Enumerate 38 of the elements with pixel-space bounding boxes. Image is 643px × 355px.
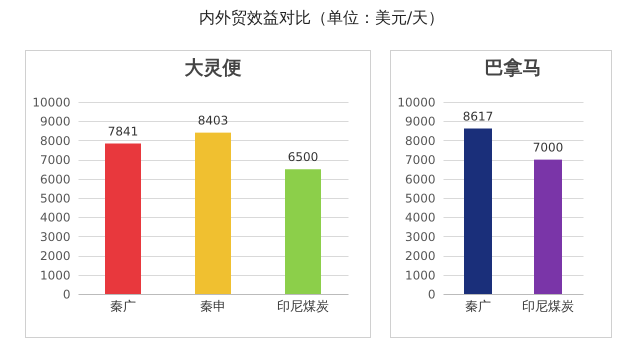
data-label: 7841 — [108, 124, 138, 138]
y-tick-label: 8000 — [40, 134, 70, 148]
y-tick-label: 3000 — [404, 230, 436, 244]
x-tick-label: 印尼煤炭 — [522, 300, 574, 314]
bar — [285, 169, 321, 294]
y-tick-label: 6000 — [404, 172, 436, 186]
y-tick-label: 5000 — [40, 192, 70, 206]
y-tick-label: 1000 — [404, 268, 436, 282]
y-tick-label: 7000 — [404, 153, 436, 168]
data-label: 6500 — [288, 150, 318, 164]
y-tick-label: 0 — [428, 288, 436, 302]
data-label: 8617 — [462, 110, 494, 124]
x-tick-label: 秦广 — [465, 300, 491, 314]
y-tick-label: 0 — [62, 288, 70, 302]
y-tick-label: 3000 — [40, 230, 70, 244]
y-tick-label: 4000 — [40, 210, 70, 225]
bar — [105, 143, 141, 294]
y-tick-label: 1000 — [40, 268, 70, 282]
y-tick-label: 9000 — [40, 114, 70, 129]
text: 内外贸效益对比（单位：美元/天） — [198, 8, 446, 29]
y-tick-label: 2000 — [40, 249, 70, 264]
y-tick-label: 10000 — [32, 96, 70, 110]
y-tick-label: 4000 — [404, 210, 436, 225]
y-tick-label: 7000 — [40, 153, 70, 168]
data-label: 8403 — [198, 114, 228, 128]
x-tick-label: 秦广 — [110, 300, 136, 314]
x-tick-label: 秦申 — [200, 300, 226, 314]
y-tick-label: 6000 — [40, 172, 70, 186]
y-tick-label: 10000 — [397, 96, 436, 110]
x-tick-label: 印尼煤炭 — [277, 300, 329, 314]
bar — [195, 132, 231, 294]
y-tick-label: 8000 — [404, 134, 436, 148]
y-tick-label: 9000 — [404, 114, 436, 129]
y-tick-label: 2000 — [404, 249, 436, 264]
data-label: 7000 — [532, 140, 564, 155]
y-tick-label: 5000 — [404, 192, 436, 206]
chart-title: 巴拿马 — [484, 57, 542, 79]
chart-title: 大灵便 — [184, 57, 242, 79]
